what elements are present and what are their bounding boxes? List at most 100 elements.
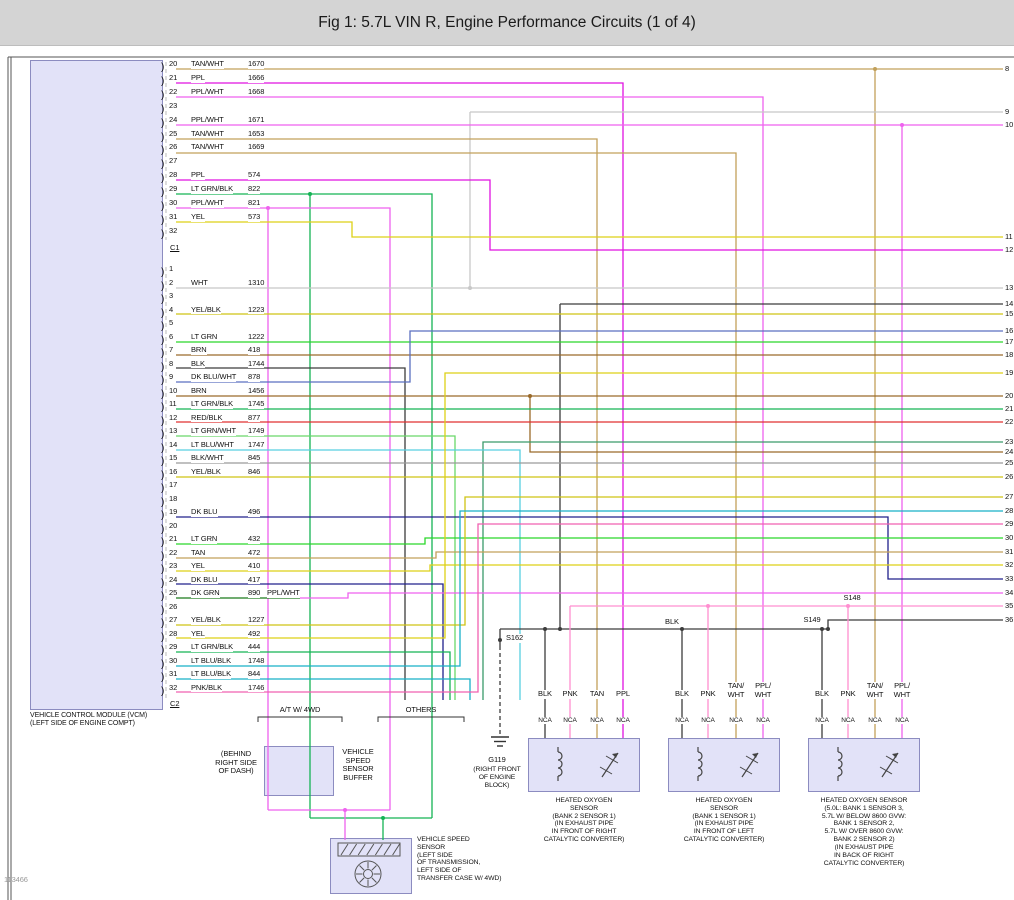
pin-socket: ) bbox=[161, 62, 165, 73]
vss-reluctor-icon bbox=[337, 842, 401, 857]
vss-reluctor-hatch bbox=[349, 843, 358, 856]
wire-ltgrnblk bbox=[176, 651, 451, 700]
location-note: (RIGHT FRONT OF ENGINE BLOCK) bbox=[473, 766, 521, 789]
pin-socket: ) bbox=[161, 348, 165, 359]
sensor-element-plate bbox=[745, 755, 759, 764]
edge-page-number: 12 bbox=[1005, 245, 1014, 254]
circuit-number: 1653 bbox=[248, 128, 265, 139]
splice-dot bbox=[308, 192, 312, 196]
splice-dot bbox=[468, 286, 472, 290]
pin-number: 12 bbox=[169, 412, 178, 422]
vss-rotor-spoke bbox=[371, 865, 377, 871]
splice-dot bbox=[266, 206, 270, 210]
edge-page-number: 26 bbox=[1005, 472, 1014, 481]
figure-number: 113466 bbox=[4, 875, 28, 884]
pin-socket: ) bbox=[161, 201, 165, 212]
wire-tan bbox=[176, 138, 598, 738]
circuit-number: 573 bbox=[248, 211, 261, 222]
figure-title-bar: Fig 1: 5.7L VIN R, Engine Performance Ci… bbox=[0, 0, 1014, 46]
edge-page-number: 24 bbox=[1005, 447, 1014, 456]
pin-number: 13 bbox=[169, 426, 178, 435]
pin-socket: ) bbox=[161, 321, 165, 332]
circuit-number: 574 bbox=[248, 170, 261, 180]
circuit-number: 1670 bbox=[248, 59, 265, 69]
wire-yel bbox=[176, 221, 1003, 238]
circuit-number: 1310 bbox=[248, 277, 265, 288]
pin-number: 10 bbox=[169, 385, 178, 395]
wire-yelblk bbox=[176, 496, 1003, 626]
vss-rotor-hub bbox=[363, 869, 373, 879]
splice-dot bbox=[820, 627, 824, 631]
pin-number: 22 bbox=[169, 86, 178, 96]
circuit-number: 1745 bbox=[248, 399, 265, 409]
sensor-nca-label: NCA bbox=[563, 717, 577, 725]
pin-number: 8 bbox=[169, 358, 174, 368]
wire-pnkblk bbox=[176, 523, 1003, 693]
edge-page-number: 9 bbox=[1005, 107, 1010, 116]
wire-dkbluwht bbox=[176, 330, 1003, 383]
wire-color-label: YEL/BLK bbox=[191, 466, 221, 477]
circuit-number: 1222 bbox=[248, 331, 265, 342]
connector-label: C1 bbox=[170, 242, 180, 252]
sensor-wire-color: PPL bbox=[616, 689, 630, 699]
pin-socket: ) bbox=[161, 187, 165, 199]
sensor-nca-label: NCA bbox=[729, 717, 743, 725]
sensor-wire-color: PPL/ WHT bbox=[754, 681, 772, 700]
wire-color-label: LT GRN/BLK bbox=[191, 184, 234, 194]
vcm-box bbox=[30, 60, 163, 710]
pin-number: 17 bbox=[169, 480, 178, 489]
wire-ppl bbox=[176, 179, 1003, 251]
sensor-element-plate bbox=[605, 755, 619, 764]
circuit-number: 432 bbox=[248, 534, 261, 544]
wire-color-label: LT BLU/BLK bbox=[191, 655, 231, 666]
sensor-nca-label: NCA bbox=[841, 717, 855, 725]
circuit-number: 877 bbox=[248, 412, 261, 423]
sensor-element-plate bbox=[739, 766, 753, 775]
wire-ltgrnblk bbox=[176, 193, 433, 818]
wire-color-label: PPL bbox=[191, 72, 205, 83]
wire-pplwht bbox=[176, 207, 391, 810]
wire-yel bbox=[176, 564, 1003, 572]
pin-number: 2 bbox=[169, 277, 174, 287]
circuit-number: 1223 bbox=[248, 304, 265, 315]
pin-socket: ) bbox=[161, 550, 165, 562]
wire-color-label: LT GRN/BLK bbox=[191, 642, 234, 652]
pin-number: 31 bbox=[169, 669, 178, 678]
edge-page-number: 29 bbox=[1005, 519, 1014, 528]
pin-number: 3 bbox=[169, 291, 174, 300]
edge-page-number: 19 bbox=[1005, 368, 1014, 377]
edge-page-number: 8 bbox=[1005, 64, 1010, 73]
pin-number: 30 bbox=[169, 655, 178, 665]
pin-socket: ) bbox=[161, 145, 165, 157]
pin-socket: ) bbox=[161, 159, 165, 171]
sensor-element-arrow bbox=[612, 753, 618, 758]
pin-number: 27 bbox=[169, 156, 178, 166]
wire-color-label: BLK bbox=[191, 358, 205, 369]
wire-color-label: DK BLU bbox=[191, 574, 218, 585]
circuit-number: 418 bbox=[248, 345, 261, 355]
vss-caption: VEHICLE SPEED SENSOR (LEFT SIDE OF TRANS… bbox=[417, 836, 502, 883]
sensor-wire-color: TAN/ WHT bbox=[866, 681, 884, 700]
circuit-number: 878 bbox=[248, 372, 261, 382]
pin-number: 23 bbox=[169, 561, 178, 570]
sensor-wire-color: BLK bbox=[538, 689, 552, 699]
wire-dkgrnwht bbox=[482, 441, 1003, 700]
pin-number: 6 bbox=[169, 331, 174, 341]
splice-dot bbox=[826, 627, 830, 631]
circuit-number: 1456 bbox=[248, 385, 265, 396]
wire-color-label: PPL bbox=[191, 170, 205, 180]
pin-socket: ) bbox=[161, 658, 165, 670]
pin-socket: ) bbox=[161, 307, 165, 319]
edge-page-number: 20 bbox=[1005, 391, 1014, 400]
circuit-number: 1748 bbox=[248, 655, 265, 666]
sensor-nca-label: NCA bbox=[701, 717, 715, 725]
pin-number: 28 bbox=[169, 170, 178, 180]
circuit-number: 1666 bbox=[248, 72, 265, 83]
wire-color-label: DK BLU bbox=[191, 507, 218, 517]
pin-socket: ) bbox=[161, 672, 165, 683]
sensor-element-plate bbox=[885, 755, 899, 764]
group-bracket bbox=[377, 716, 465, 722]
splice-dot bbox=[873, 67, 877, 71]
pin-socket: ) bbox=[161, 361, 165, 373]
sensor-caption: HEATED OXYGEN SENSOR (5.0L: BANK 1 SENSO… bbox=[820, 797, 908, 867]
